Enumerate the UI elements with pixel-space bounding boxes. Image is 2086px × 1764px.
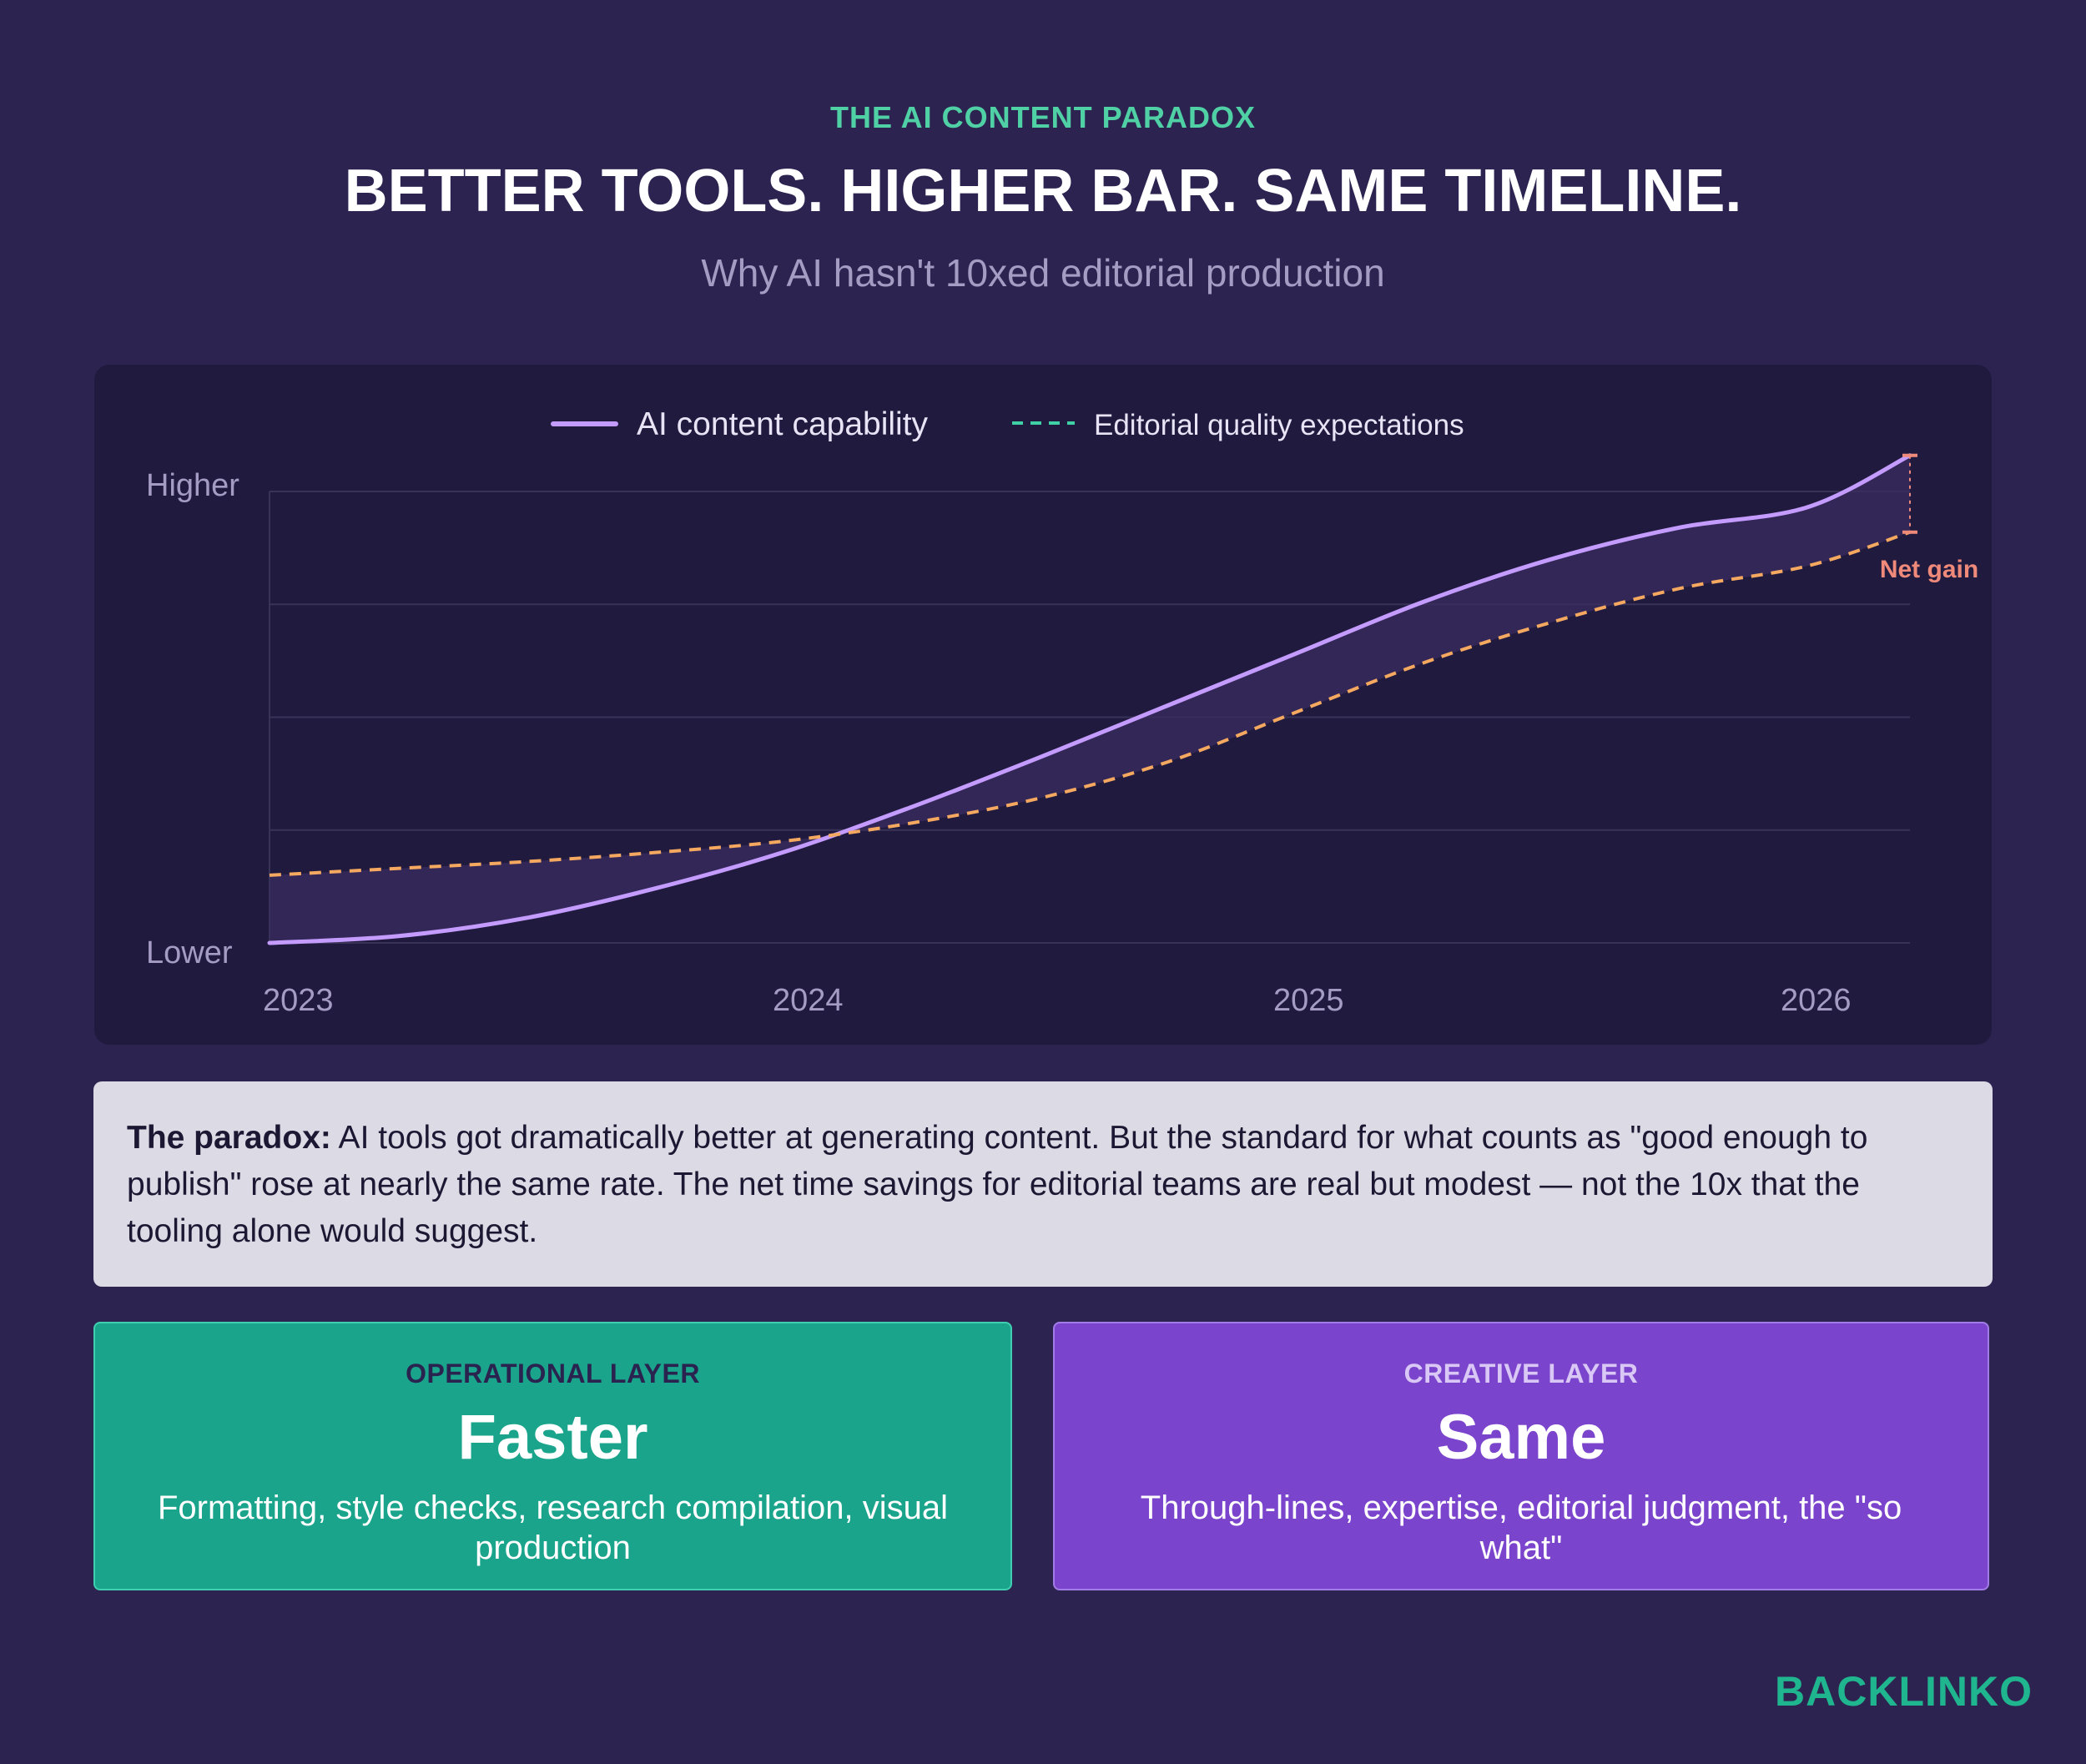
net-gain-label: Net gain [1880,556,1978,583]
operational-layer-description: Formatting, style checks, research compi… [157,1489,949,1566]
gap-area [270,455,1910,943]
operational-layer-label: OPERATIONAL LAYER [406,1358,700,1389]
x-tick-2026: 2026 [1781,983,1852,1018]
line-chart: AI content capability Editorial quality … [146,406,1978,1018]
y-tick-lower: Lower [146,935,233,970]
series-line-ai-capability [267,453,1912,945]
creative-layer-label: CREATIVE LAYER [1403,1358,1639,1389]
y-tick-higher: Higher [146,468,239,503]
operational-layer-value: Faster [457,1402,648,1473]
creative-layer-description: Through-lines, expertise, editorial judg… [1140,1489,1902,1566]
callout-lead: The paradox: [127,1120,331,1156]
eyebrow-label: THE AI CONTENT PARADOX [829,100,1256,134]
series-line-editorial-expectations [269,530,1911,877]
legend-label-editorial-expectations: Editorial quality expectations [1094,409,1464,441]
creative-layer-value: Same [1436,1402,1606,1473]
x-tick-2023: 2023 [263,983,334,1018]
x-tick-2024: 2024 [773,983,844,1018]
x-tick-2025: 2025 [1273,983,1344,1018]
page-title: BETTER TOOLS. HIGHER BAR. SAME TIMELINE. [344,158,1742,224]
creative-layer-card: CREATIVE LAYER Same Through-lines, exper… [1053,1322,1989,1590]
backlinko-logo: BACKLINKO [1775,1668,2033,1715]
callout-text: AI tools got dramatically better at gene… [127,1120,1868,1249]
page-subtitle: Why AI hasn't 10xed editorial production [701,251,1385,295]
operational-layer-card: OPERATIONAL LAYER Faster Formatting, sty… [93,1322,1012,1590]
paradox-callout: The paradox: AI tools got dramatically b… [93,1081,1993,1287]
chart-panel: AI content capability Editorial quality … [94,365,1992,1045]
legend-label-ai-capability: AI content capability [637,406,929,442]
